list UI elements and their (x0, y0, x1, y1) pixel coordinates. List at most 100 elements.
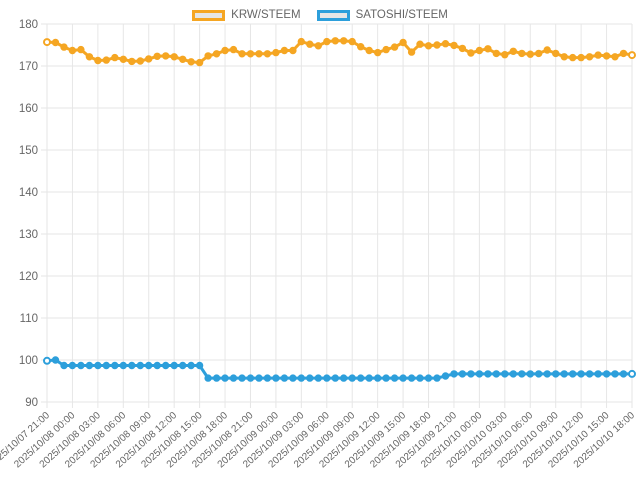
series-line (45, 39, 634, 65)
data-point (162, 52, 170, 60)
data-point (450, 370, 458, 378)
data-point (416, 40, 424, 48)
data-point (552, 49, 560, 58)
data-point (153, 52, 161, 60)
data-point (238, 374, 246, 382)
y-tick-label: 100 (19, 355, 38, 367)
data-point (543, 46, 551, 54)
data-point (585, 53, 594, 61)
data-point (136, 361, 145, 370)
data-point (433, 41, 441, 49)
data-point (492, 370, 500, 378)
data-point (577, 370, 585, 378)
data-point (407, 374, 416, 382)
data-point (94, 361, 102, 370)
data-point (179, 55, 187, 63)
y-tick-label: 160 (19, 103, 38, 115)
data-point (280, 374, 289, 382)
data-point (204, 374, 212, 382)
data-point (450, 41, 458, 50)
data-point (153, 361, 161, 370)
data-point (501, 51, 509, 59)
data-point (441, 40, 450, 48)
legend-swatch-krw-steem (192, 9, 226, 21)
data-point (560, 53, 568, 61)
data-point (594, 370, 602, 378)
data-point (611, 370, 619, 378)
data-point (102, 361, 111, 370)
data-point (170, 361, 178, 370)
data-point (145, 361, 153, 370)
data-point (458, 370, 467, 378)
data-point (179, 361, 187, 370)
data-point (475, 370, 484, 378)
data-point (306, 40, 314, 48)
data-point (102, 56, 111, 64)
data-point (390, 43, 399, 51)
data-point (323, 37, 331, 46)
data-point (594, 51, 602, 59)
data-point (365, 46, 373, 55)
data-point (221, 374, 229, 382)
series-line (45, 358, 634, 380)
data-point (77, 45, 85, 54)
y-tick-label: 120 (19, 271, 38, 283)
data-point (467, 370, 475, 378)
data-point (348, 374, 356, 382)
data-point (602, 52, 611, 60)
data-point (297, 374, 305, 382)
data-point (314, 42, 322, 50)
data-point (263, 374, 272, 382)
data-point (526, 50, 534, 58)
data-point (323, 374, 331, 382)
data-point (509, 47, 517, 55)
legend-label-satoshi-steem: SATOSHI/STEEM (355, 9, 448, 21)
data-point (433, 374, 441, 382)
data-point (484, 370, 492, 378)
data-point (68, 361, 77, 370)
data-point (340, 37, 348, 45)
legend-item-satoshi-steem[interactable]: SATOSHI/STEEM (316, 9, 448, 21)
data-point (628, 369, 636, 378)
y-tick-label: 110 (20, 313, 38, 325)
data-point (238, 50, 246, 58)
data-point (297, 37, 305, 46)
chart-grid (41, 23, 633, 408)
data-point (365, 374, 373, 382)
data-point (43, 38, 51, 47)
data-point (272, 48, 280, 57)
data-point (187, 361, 195, 370)
series-satoshi-steem (43, 356, 636, 382)
data-point (390, 374, 399, 382)
data-point (119, 55, 128, 63)
data-point (416, 374, 424, 382)
data-point (204, 52, 212, 60)
data-point (569, 370, 577, 378)
data-point (111, 53, 119, 62)
data-point (94, 56, 102, 65)
data-point (306, 374, 314, 382)
data-point (518, 370, 526, 378)
data-point (619, 49, 628, 58)
data-point (357, 374, 365, 382)
data-point (475, 46, 484, 55)
data-point (569, 53, 577, 62)
data-point (263, 50, 272, 58)
data-point (509, 370, 517, 378)
series-krw-steem (43, 37, 636, 67)
data-point (280, 46, 289, 55)
legend-swatch-satoshi-steem (316, 9, 350, 21)
legend-item-krw-steem[interactable]: KRW/STEEM (192, 9, 301, 21)
data-point (577, 53, 585, 62)
data-point (68, 46, 77, 55)
data-point (136, 57, 145, 65)
data-point (382, 45, 390, 54)
data-point (560, 370, 568, 378)
data-point (501, 370, 509, 378)
data-point (424, 374, 433, 382)
data-point (187, 58, 195, 66)
data-point (543, 370, 551, 378)
data-point (229, 45, 238, 54)
